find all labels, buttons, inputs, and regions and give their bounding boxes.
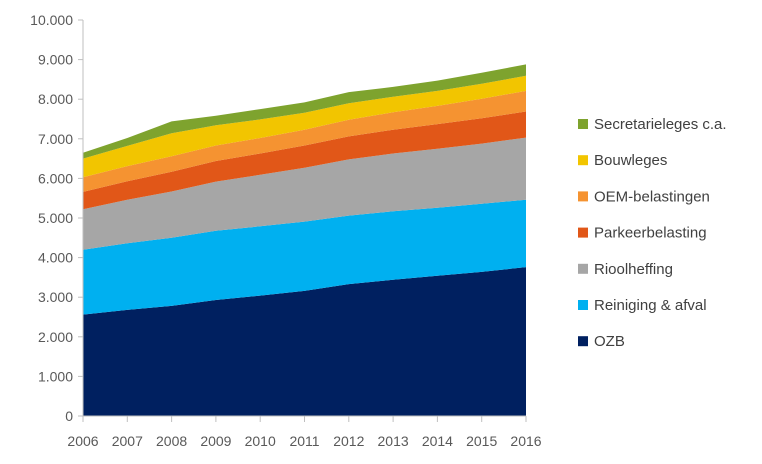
x-axis-ticks: 2006 2007 2008 2009 2010 2011 2012 2013 2014 2015… — [67, 416, 542, 449]
x-tick-label: 2009 — [200, 433, 231, 449]
y-axis-ticks: 0 1.000 2.000 3.000 4.000 5.000 6.000 7.000 8.00… — [30, 12, 83, 424]
legend-label: OZB — [594, 333, 625, 350]
y-tick-label: 6.000 — [38, 170, 73, 186]
y-tick-label: 9.000 — [38, 52, 73, 68]
legend-swatch — [578, 191, 588, 202]
x-tick-label: 2014 — [422, 433, 453, 449]
x-tick-label: 2012 — [333, 433, 364, 449]
x-tick-label: 2013 — [378, 433, 409, 449]
x-tick-label: 2010 — [245, 433, 276, 449]
legend-label: OEM-belastingen — [594, 188, 710, 205]
area-series-0 — [83, 267, 526, 416]
area-series-1 — [83, 199, 526, 315]
area-series-6 — [83, 64, 526, 159]
legend-label: Parkeerbelasting — [594, 225, 707, 242]
y-tick-label: 4.000 — [38, 250, 73, 266]
legend: Secretarieleges c.a. Bouwleges OEM-belasti… — [578, 116, 727, 350]
legend-label: Reiniging & afval — [594, 297, 707, 314]
legend-swatch — [578, 336, 588, 347]
legend-swatch — [578, 263, 588, 274]
x-tick-label: 2015 — [466, 433, 497, 449]
y-tick-label: 8.000 — [38, 91, 73, 107]
y-tick-label: 10.000 — [30, 12, 73, 28]
y-tick-label: 2.000 — [38, 329, 73, 345]
legend-swatch — [578, 227, 588, 238]
x-tick-label: 2006 — [67, 433, 98, 449]
area-series-2 — [83, 137, 526, 250]
y-tick-label: 7.000 — [38, 131, 73, 147]
legend-label: Secretarieleges c.a. — [594, 116, 727, 133]
area-series-3 — [83, 111, 526, 210]
y-tick-label: 0 — [65, 408, 73, 424]
legend-label: Rioolheffing — [594, 261, 673, 278]
x-tick-label: 2008 — [156, 433, 187, 449]
area-series-5 — [83, 75, 526, 178]
legend-swatch — [578, 119, 588, 129]
x-tick-label: 2016 — [510, 433, 541, 449]
legend-label: Bouwleges — [594, 152, 667, 169]
legend-swatch — [578, 300, 588, 310]
area-series-4 — [83, 90, 526, 192]
legend-swatch — [578, 155, 588, 166]
x-tick-label: 2007 — [112, 433, 143, 449]
y-tick-label: 1.000 — [38, 368, 73, 384]
chart-areas — [83, 64, 526, 416]
y-tick-label: 3.000 — [38, 289, 73, 305]
x-tick-label: 2011 — [289, 433, 319, 449]
y-tick-label: 5.000 — [38, 210, 73, 226]
